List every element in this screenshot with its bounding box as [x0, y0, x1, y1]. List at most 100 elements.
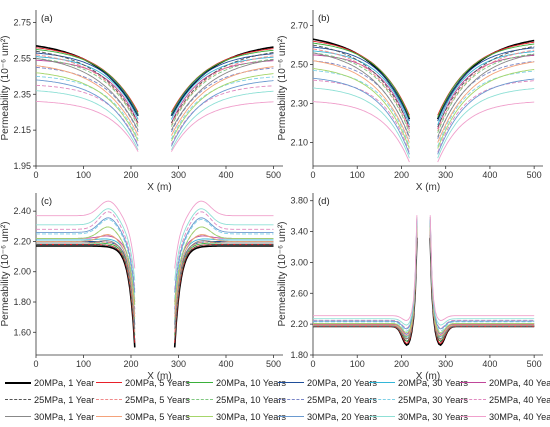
- legend-label: 30MPa, 20 Years: [307, 411, 377, 422]
- x-tick-label: 300: [438, 170, 453, 180]
- series-line-14-left: [313, 68, 410, 149]
- x-tick-label: 100: [76, 359, 91, 369]
- x-tick-label: 400: [482, 170, 497, 180]
- x-tick-label: 400: [218, 170, 233, 180]
- series-line-2-right: [170, 49, 274, 115]
- legend-label: 30MPa, 10 Years: [216, 411, 286, 422]
- series-line-13-left: [36, 234, 136, 318]
- panel-b: 0 100 200 300 400 500 2.10 2.30 2.50 2.70 X (m) Per…: [277, 10, 543, 193]
- series-line-10-left: [313, 69, 410, 147]
- x-axis-title: X (m): [416, 182, 440, 193]
- series-line-3-left: [313, 46, 410, 122]
- series-line-8-left: [36, 57, 139, 127]
- series-line-6-left: [36, 244, 136, 340]
- series-line-16-right: [174, 208, 274, 281]
- x-tick-label: 100: [350, 170, 365, 180]
- x-tick-label: 300: [171, 170, 186, 180]
- y-tick-label: 2.10: [290, 138, 308, 148]
- series-line-16-left: [313, 87, 410, 159]
- series-line-11-left: [36, 211, 136, 290]
- series-line-14-left: [313, 223, 418, 334]
- legend-label: 30MPa, 5 Years: [125, 411, 190, 422]
- legend-item: 20MPa, 1 Year: [5, 374, 94, 391]
- legend-swatch: [187, 416, 213, 417]
- series-line-15-left: [36, 217, 136, 293]
- y-axis-title: Permeability (10⁻⁶ um²): [277, 36, 288, 141]
- legend-label: 25MPa, 10 Years: [216, 394, 286, 405]
- series-line-17-right: [174, 200, 274, 269]
- x-tick-label: 0: [33, 170, 38, 180]
- series-line-13-left: [36, 65, 139, 136]
- series-line-7-left: [313, 48, 410, 132]
- series-line-7-right: [437, 49, 535, 132]
- series-line-11-right: [174, 211, 274, 290]
- x-tick-label: 500: [527, 359, 542, 369]
- series-line-11-left: [313, 79, 410, 153]
- series-line-4-left: [36, 238, 136, 315]
- legend-label: 25MPa, 40 Years: [489, 394, 550, 405]
- series-line-4-right: [174, 238, 274, 315]
- series-line-14-right: [170, 73, 274, 142]
- legend-swatch: [460, 382, 486, 383]
- y-axis-title: Permeability (10⁻⁶ um²): [0, 222, 11, 327]
- legend-label: 30MPa, 30 Years: [398, 411, 468, 422]
- series-line-12-left: [36, 57, 139, 131]
- series-line-11-right: [170, 85, 274, 145]
- series-line-17-left: [36, 200, 136, 269]
- series-line-16-right: [170, 90, 274, 151]
- legend-item: 20MPa, 30 Years: [369, 374, 468, 391]
- series-line-4-left: [36, 56, 139, 120]
- legend-label: 25MPa, 5 Years: [125, 394, 190, 405]
- x-tick-label: 500: [527, 170, 542, 180]
- legend-swatch: [460, 399, 486, 400]
- legend-label: 20MPa, 1 Year: [34, 377, 95, 388]
- legend-item: 20MPa, 5 Years: [96, 374, 190, 391]
- y-tick-label: 1.95: [13, 161, 31, 171]
- panel-d: 0 100 200 300 400 500 1.80 2.20 2.60 3.00 3.40 3.80…: [277, 193, 543, 382]
- panel-label: (a): [41, 13, 53, 24]
- y-tick-label: 3.80: [290, 196, 308, 206]
- series-line-14-right: [174, 226, 274, 305]
- legend-label: 25MPa, 30 Years: [398, 394, 468, 405]
- series-line-12-right: [171, 59, 274, 131]
- x-tick-label: 500: [266, 170, 281, 180]
- series-line-14-left: [36, 226, 136, 305]
- legend-item: 30MPa, 5 Years: [96, 408, 190, 425]
- y-axis-title: Permeability (10⁻⁶ um²): [0, 36, 11, 141]
- y-tick-label: 2.15: [13, 125, 31, 135]
- legend-item: 25MPa, 40 Years: [460, 391, 550, 408]
- series-line-2-left: [313, 42, 410, 118]
- legend-item: 20MPa, 40 Years: [460, 374, 550, 391]
- series-line-0-left: [36, 245, 136, 348]
- x-tick-label: 300: [171, 359, 186, 369]
- series-line-6-right: [429, 234, 535, 343]
- legend-swatch: [369, 416, 395, 417]
- series-line-15-right: [437, 78, 535, 155]
- legend-item: 25MPa, 30 Years: [369, 391, 468, 408]
- series-line-13-left: [313, 227, 418, 337]
- y-tick-label: 2.20: [290, 319, 308, 329]
- series-line-5-right: [429, 218, 535, 335]
- x-axis-title: X (m): [147, 371, 171, 382]
- series-line-15-left: [313, 77, 410, 155]
- legend-label: 20MPa, 5 Years: [125, 377, 190, 388]
- legend-item: 30MPa, 30 Years: [369, 408, 468, 425]
- series-line-4-right: [170, 56, 274, 120]
- series-line-4-left: [313, 221, 418, 338]
- series-line-15-left: [36, 79, 139, 147]
- x-tick-label: 0: [33, 359, 38, 369]
- y-tick-label: 2.30: [290, 99, 308, 109]
- y-tick-label: 2.55: [13, 53, 31, 63]
- series-line-11-left: [313, 217, 418, 329]
- legend-label: 20MPa, 20 Years: [307, 377, 377, 388]
- series-line-6-right: [171, 52, 274, 124]
- series-line-9-right: [174, 226, 274, 310]
- series-line-10-right: [174, 218, 274, 299]
- series-line-13-right: [437, 61, 535, 143]
- series-line-16-right: [437, 88, 535, 159]
- legend-item: 30MPa, 20 Years: [278, 408, 377, 425]
- legend-swatch: [5, 416, 31, 417]
- legend-label: 25MPa, 20 Years: [307, 394, 377, 405]
- series-line-10-left: [36, 218, 136, 299]
- series-line-10-right: [437, 70, 535, 147]
